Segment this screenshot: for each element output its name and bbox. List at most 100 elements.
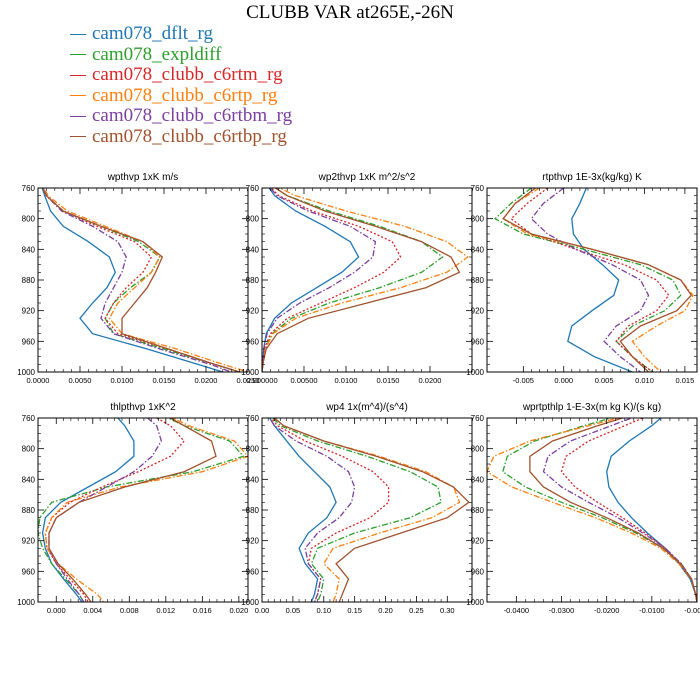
y-tick-label: 920 xyxy=(246,537,260,546)
legend-item: cam078_dflt_rg xyxy=(70,24,292,45)
plot-frame xyxy=(37,417,249,603)
series-line xyxy=(529,418,697,602)
series-line xyxy=(44,418,248,602)
y-tick-label: 840 xyxy=(471,475,485,484)
y-tick-label: 800 xyxy=(246,445,260,454)
series-line xyxy=(502,418,697,602)
figure-title: CLUBB VAR at265E,-26N xyxy=(246,2,454,23)
series-line xyxy=(42,188,240,372)
y-tick-label: 880 xyxy=(471,506,485,515)
series-line xyxy=(42,188,240,372)
y-tick-label: 960 xyxy=(22,567,36,576)
series-line xyxy=(268,418,337,602)
y-tick-label: 1000 xyxy=(466,368,484,377)
x-tick-label: 0.004 xyxy=(83,606,102,615)
y-tick-label: 760 xyxy=(246,184,260,193)
y-tick-label: 760 xyxy=(22,414,36,423)
series-line xyxy=(262,188,402,372)
legend-label: cam078_clubb_c6rtp_rg xyxy=(92,84,278,106)
y-tick-label: 880 xyxy=(22,506,36,515)
y-tick-label: 800 xyxy=(22,215,36,224)
series-line xyxy=(560,418,697,602)
y-tick-label: 800 xyxy=(471,445,485,454)
series-line xyxy=(41,418,135,602)
y-tick-label: 960 xyxy=(22,337,36,346)
y-tick-label: 840 xyxy=(471,245,485,254)
x-tick-label: 0.25 xyxy=(409,606,424,615)
y-tick-label: 760 xyxy=(471,184,485,193)
panel-title: wp4 1x(m^4)/(s^4) xyxy=(325,402,408,413)
panel-title: wprtpthlp 1-E-3x(m kg K)/(s kg) xyxy=(522,402,661,413)
series-line xyxy=(262,188,360,372)
y-tick-label: 880 xyxy=(246,276,260,285)
series-line xyxy=(502,188,694,372)
y-tick-label: 1000 xyxy=(466,598,484,607)
legend-item: cam078_clubb_c6rtm_rg xyxy=(70,65,292,86)
x-tick-label: -0.0400 xyxy=(504,606,529,615)
y-tick-label: 920 xyxy=(471,537,485,546)
legend-label: cam078_clubb_c6rtm_rg xyxy=(92,64,283,86)
series-line xyxy=(43,188,248,372)
x-tick-label: 0.012 xyxy=(156,606,175,615)
y-tick-label: 920 xyxy=(22,537,36,546)
x-tick-label: 0.0100 xyxy=(335,376,358,385)
x-tick-label: 0.10 xyxy=(316,606,331,615)
series-line xyxy=(606,418,697,602)
y-tick-label: 760 xyxy=(471,414,485,423)
y-tick-label: 760 xyxy=(22,184,36,193)
series-line xyxy=(567,188,633,372)
series-line xyxy=(494,188,682,372)
x-tick-label: 0.010 xyxy=(635,376,654,385)
series-line xyxy=(48,418,217,602)
legend-swatch xyxy=(70,54,86,56)
y-tick-label: 800 xyxy=(22,445,36,454)
x-tick-label: 0.005 xyxy=(595,376,614,385)
y-tick-label: 800 xyxy=(471,215,485,224)
x-tick-label: 0.05 xyxy=(286,606,301,615)
series-line xyxy=(268,418,356,602)
y-tick-label: 1000 xyxy=(17,368,35,377)
y-tick-label: 880 xyxy=(471,276,485,285)
y-tick-label: 960 xyxy=(246,567,260,576)
series-line xyxy=(44,418,185,602)
legend-swatch xyxy=(70,33,86,35)
y-tick-label: 880 xyxy=(22,276,36,285)
y-tick-label: 960 xyxy=(471,337,485,346)
x-tick-label: 0.008 xyxy=(120,606,139,615)
plot-frame xyxy=(486,417,698,603)
x-tick-label: 0.0150 xyxy=(153,376,176,385)
x-tick-label: 0.00 xyxy=(255,606,270,615)
series-line xyxy=(262,188,377,372)
legend: cam078_dflt_rg cam078_expldiff cam078_cl… xyxy=(70,24,292,147)
x-tick-label: 0.016 xyxy=(193,606,212,615)
series-line xyxy=(487,418,697,602)
panel-title: wp2thvp 1xK m^2/s^2 xyxy=(318,172,416,183)
x-tick-label: 0.0100 xyxy=(111,376,134,385)
y-tick-label: 1000 xyxy=(17,598,35,607)
y-tick-label: 920 xyxy=(246,307,260,316)
x-tick-label: 0.000 xyxy=(47,606,66,615)
y-tick-label: 760 xyxy=(246,414,260,423)
legend-label: cam078_dflt_rg xyxy=(92,23,214,45)
y-tick-label: 800 xyxy=(246,215,260,224)
legend-swatch xyxy=(70,95,86,97)
legend-item: cam078_clubb_c6rtbp_rg xyxy=(70,126,292,148)
series-line xyxy=(262,188,461,372)
x-tick-label: 0.020 xyxy=(229,606,248,615)
x-tick-label: 0.20 xyxy=(378,606,393,615)
x-tick-label: 0.000000 xyxy=(246,376,277,385)
y-tick-label: 840 xyxy=(246,475,260,484)
plot-frame xyxy=(261,417,473,603)
y-tick-label: 920 xyxy=(22,307,36,316)
legend-label: cam078_expldiff xyxy=(92,43,222,65)
x-tick-label: -0.0200 xyxy=(594,606,619,615)
series-line xyxy=(38,418,245,602)
series-line xyxy=(42,188,240,372)
plot-frame xyxy=(261,187,473,373)
legend-item: cam078_clubb_c6rtbm_rg xyxy=(70,106,292,127)
x-tick-label: 0.0050 xyxy=(69,376,92,385)
series-line xyxy=(273,418,461,602)
series-line xyxy=(270,418,390,602)
series-line xyxy=(262,188,444,372)
